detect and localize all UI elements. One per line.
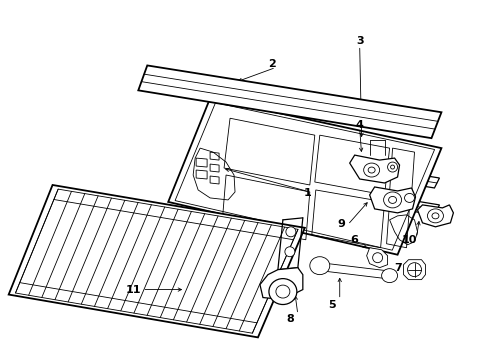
Text: 2: 2 — [267, 59, 275, 69]
Ellipse shape — [309, 257, 329, 275]
Polygon shape — [417, 205, 452, 227]
Polygon shape — [369, 187, 415, 213]
Text: 4: 4 — [355, 120, 363, 130]
Ellipse shape — [381, 269, 397, 283]
Text: 9: 9 — [337, 219, 345, 229]
Ellipse shape — [407, 263, 421, 276]
Text: 10: 10 — [401, 235, 416, 245]
Text: 7: 7 — [394, 263, 402, 273]
Ellipse shape — [363, 163, 379, 177]
Polygon shape — [349, 155, 399, 183]
Text: 3: 3 — [355, 36, 363, 46]
Polygon shape — [251, 148, 439, 188]
Polygon shape — [168, 98, 441, 255]
Ellipse shape — [387, 162, 397, 172]
Text: 1: 1 — [304, 188, 311, 198]
Text: 5: 5 — [327, 300, 335, 310]
Ellipse shape — [383, 192, 401, 208]
Ellipse shape — [268, 279, 296, 305]
Text: 8: 8 — [285, 314, 293, 324]
Ellipse shape — [427, 209, 443, 223]
Polygon shape — [403, 260, 425, 280]
Ellipse shape — [285, 227, 295, 237]
Text: 11: 11 — [125, 284, 141, 294]
Polygon shape — [366, 248, 387, 268]
Ellipse shape — [275, 285, 289, 298]
Ellipse shape — [285, 247, 294, 257]
Polygon shape — [138, 66, 441, 138]
Text: 6: 6 — [349, 235, 357, 245]
Ellipse shape — [372, 253, 382, 263]
Polygon shape — [260, 268, 302, 300]
Polygon shape — [9, 185, 304, 337]
Polygon shape — [251, 175, 439, 215]
Ellipse shape — [404, 193, 414, 202]
